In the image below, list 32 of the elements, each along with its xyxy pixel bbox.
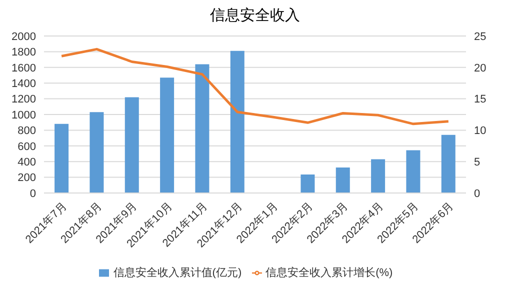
legend-label: 信息安全收入累计值(亿元) [113,267,242,279]
bar [230,50,244,193]
line-series [60,48,450,126]
y2-tick-label: 10 [474,125,486,138]
bar [195,64,210,193]
y-tick-label: 0 [30,188,36,200]
y-tick-label: 400 [18,156,36,169]
bar [371,159,386,193]
bar [300,174,315,193]
y-tick-label: 1000 [12,109,36,122]
y-tick-label: 200 [18,172,36,184]
bar [406,150,420,193]
y-tick-label: 2000 [12,30,36,43]
y-tick-label: 1600 [12,62,36,74]
bar [160,78,174,193]
y2-tick-label: 20 [474,62,486,74]
y2-tick-label: 25 [474,30,486,43]
bar [336,167,350,193]
bar [124,97,139,193]
y-tick-label: 1200 [12,94,36,106]
bar [54,124,69,193]
y-tick-label: 800 [18,125,36,138]
y-tick-label: 600 [18,140,36,153]
y-tick-label: 1400 [12,78,36,90]
y-tick-label: 1800 [12,46,36,59]
y2-tick-label: 5 [474,156,480,169]
bar [441,134,456,193]
chart-title: 信息安全收入 [209,6,301,26]
legend-label: 信息安全收入累计增长(%) [266,267,393,279]
y2-tick-label: 0 [474,188,480,200]
y2-tick-label: 15 [474,94,486,106]
bar [90,112,104,193]
